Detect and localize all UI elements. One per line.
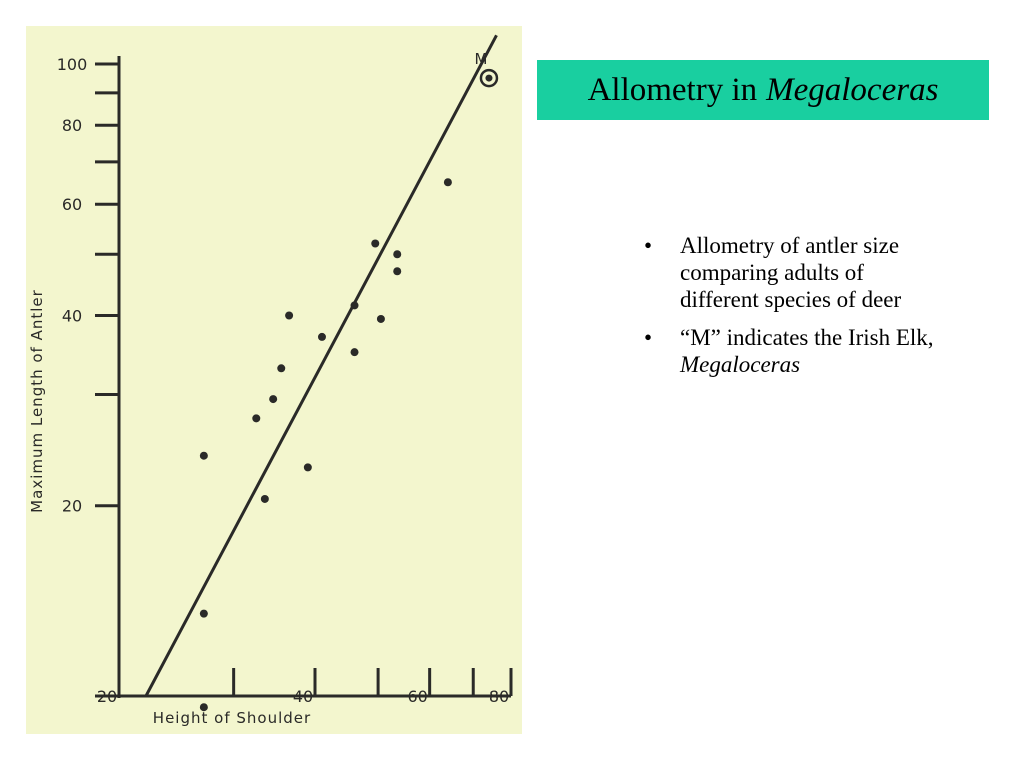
- bullet-italic-text: Megaloceras: [680, 352, 801, 377]
- bullet-text: “M” indicates the Irish Elk,: [680, 325, 934, 350]
- data-point: [199, 703, 208, 712]
- data-point: [317, 332, 326, 341]
- data-point: [350, 301, 359, 310]
- title-italic: Megaloceras: [766, 71, 939, 108]
- y-tick-label: 40: [62, 306, 82, 325]
- data-point: [350, 348, 359, 357]
- data-point: [269, 395, 278, 404]
- x-tick-label: 20: [97, 687, 117, 706]
- allometry-scatter-plot: 20 40 60 80 100 20 40 60 80 Height of Shoulder Max…: [28, 34, 513, 727]
- x-axis-title: Height of Shoulder: [153, 709, 311, 727]
- data-point: [285, 311, 294, 320]
- y-tick-label: 100: [57, 55, 88, 74]
- data-point-m: [485, 74, 493, 82]
- bullet-list: Allometry of antler size comparing adult…: [640, 232, 940, 389]
- data-point: [376, 314, 385, 323]
- x-tick-label: 60: [407, 687, 427, 706]
- data-point: [252, 414, 261, 423]
- highlight-ring: [479, 68, 499, 88]
- data-point: [199, 609, 208, 618]
- y-axis-title: Maximum Length of Antler: [28, 289, 46, 513]
- data-point: [303, 463, 312, 472]
- slide-title: Allometry in Megaloceras: [537, 60, 989, 120]
- data-point: [260, 494, 269, 503]
- chart-panel: 20 40 60 80 100 20 40 60 80 Height of Shoulder Max…: [26, 26, 522, 734]
- point-label-m: M: [474, 50, 487, 68]
- bullet-item: “M” indicates the Irish Elk, Megaloceras: [640, 324, 940, 378]
- bullet-text: Allometry of antler size comparing adult…: [680, 233, 902, 312]
- y-tick-label: 20: [62, 497, 82, 516]
- x-tick-label: 40: [293, 687, 313, 706]
- data-point: [443, 178, 452, 187]
- data-point: [393, 267, 402, 276]
- title-plain: Allometry in: [587, 71, 758, 108]
- x-tick-label: 80: [489, 687, 509, 706]
- data-point: [371, 239, 380, 248]
- data-point: [199, 451, 208, 460]
- y-tick-label: 80: [62, 116, 82, 135]
- regression-line: [144, 34, 498, 697]
- bullet-item: Allometry of antler size comparing adult…: [640, 232, 940, 313]
- y-tick-label: 60: [62, 195, 82, 214]
- data-point: [277, 364, 286, 373]
- data-point: [393, 250, 402, 259]
